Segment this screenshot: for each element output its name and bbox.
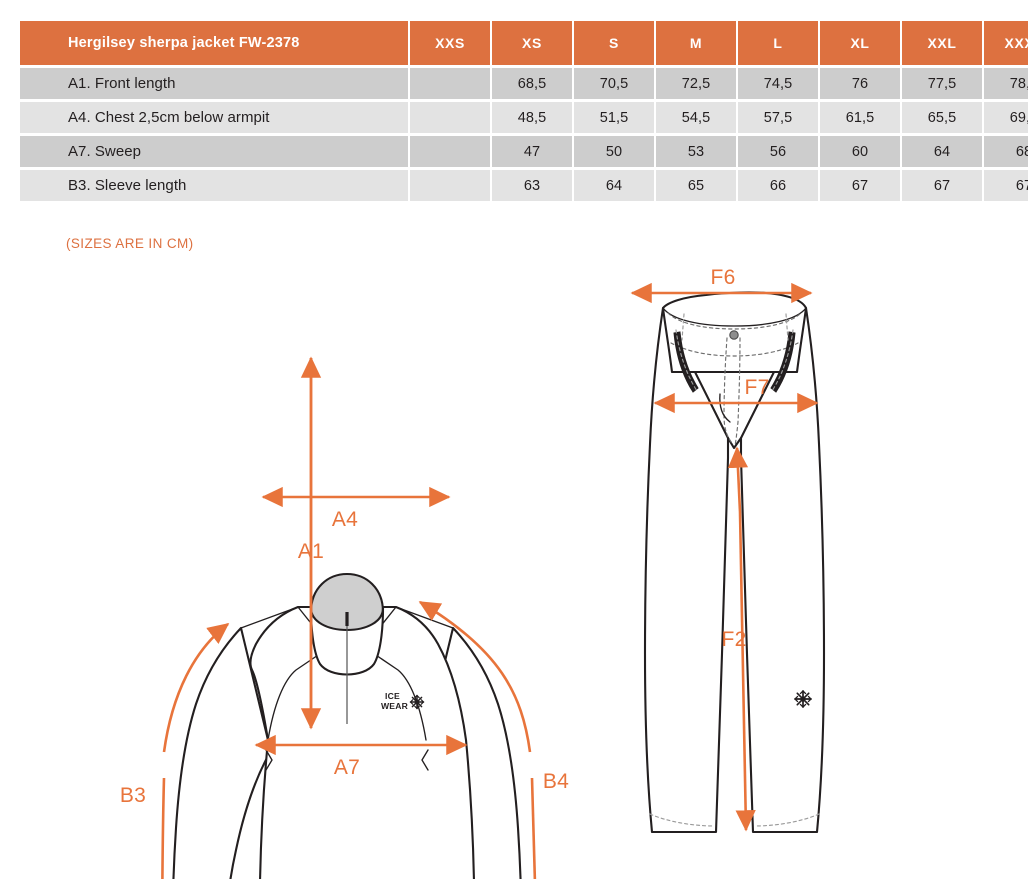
size-header-xl: XL [820, 21, 900, 65]
trousers-fly-stitch-right [734, 337, 741, 447]
measurement-cell: 74,5 [738, 68, 818, 99]
measurement-cell: 72,5 [656, 68, 736, 99]
table-body: A1. Front length 68,5 70,5 72,5 74,5 76 … [20, 68, 1028, 201]
size-header-xxxl: XXXL [984, 21, 1028, 65]
measurement-cell [410, 102, 490, 133]
measurement-cell: 67 [820, 170, 900, 201]
table-header-row: Hergilsey sherpa jacket FW-2378 XXS XS S… [20, 21, 1028, 65]
measurement-cell: 66 [738, 170, 818, 201]
measurement-cell: 54,5 [656, 102, 736, 133]
trousers-belt-loop-right [785, 313, 789, 341]
measurement-cell: 50 [574, 136, 654, 167]
size-header-l: L [738, 21, 818, 65]
measurement-cell: 68,5 [492, 68, 572, 99]
dimension-label-f6: F6 [710, 266, 735, 289]
product-title-header: Hergilsey sherpa jacket FW-2378 [20, 21, 408, 65]
measurement-cell: 67 [984, 170, 1028, 201]
measurement-label: B3. Sleeve length [20, 170, 408, 201]
dimension-arrow-f2-up [727, 446, 749, 513]
measurement-cell: 64 [574, 170, 654, 201]
trousers-left-pocket [673, 331, 699, 393]
table-row: A4. Chest 2,5cm below armpit 48,5 51,5 5… [20, 102, 1028, 133]
measurement-cell: 61,5 [820, 102, 900, 133]
size-header-xxs: XXS [410, 21, 490, 65]
trousers-left-hem-stitch [649, 813, 715, 827]
trousers-right-hem-stitch [754, 813, 820, 827]
units-note: (SIZES ARE IN CM) [66, 236, 194, 251]
measurement-cell: 48,5 [492, 102, 572, 133]
dimension-label-a4: A4 [332, 508, 358, 531]
measurement-cell [410, 136, 490, 167]
table-row: A7. Sweep 47 50 53 56 60 64 68 [20, 136, 1028, 167]
brand-text-line2: WEAR [381, 701, 409, 711]
dimension-label-a1: A1 [298, 540, 324, 563]
measurement-cell: 47 [492, 136, 572, 167]
measurement-cell [410, 170, 490, 201]
trousers-left-leg [643, 306, 730, 834]
measurement-label: A4. Chest 2,5cm below armpit [20, 102, 408, 133]
measurement-cell: 65,5 [902, 102, 982, 133]
dimension-label-b4: B4 [543, 770, 569, 793]
size-chart-table-container: Hergilsey sherpa jacket FW-2378 XXS XS S… [18, 18, 1028, 204]
dimension-arrow-f2-down [735, 511, 756, 832]
measurement-label: A1. Front length [20, 68, 408, 99]
size-header-m: M [656, 21, 736, 65]
table-row: A1. Front length 68,5 70,5 72,5 74,5 76 … [20, 68, 1028, 99]
dimension-label-b3: B3 [120, 784, 146, 807]
measurement-cell: 51,5 [574, 102, 654, 133]
dimension-label-f7: F7 [744, 376, 769, 399]
measurement-cell: 64 [902, 136, 982, 167]
dimension-label-a7: A7 [334, 756, 360, 779]
dimension-arrow-b4-upper [418, 600, 532, 753]
size-header-xs: XS [492, 21, 572, 65]
measurement-cell: 57,5 [738, 102, 818, 133]
trousers-waistband-top-stitch [667, 312, 802, 330]
trousers-waistband-bottom-stitch [670, 342, 799, 357]
dimension-arrow-b3-upper [162, 622, 230, 753]
brand-text-line1: ICE [385, 691, 400, 701]
jacket-zipper-pull [345, 612, 349, 626]
measurement-cell: 67 [902, 170, 982, 201]
trousers-waist-button [729, 330, 739, 340]
measurement-cell: 76 [820, 68, 900, 99]
measurement-cell: 68 [984, 136, 1028, 167]
dimension-arrow-b3-lower [161, 777, 166, 879]
measurement-cell: 63 [492, 170, 572, 201]
measurement-cell: 69,5 [984, 102, 1028, 133]
ice-wear-logo: ICE WEAR [381, 691, 425, 711]
garment-illustrations: ICE WEAR [0, 262, 1028, 879]
trousers-fly-curve [719, 393, 731, 423]
jacket-illustration: ICE WEAR [120, 356, 569, 879]
measurement-cell: 70,5 [574, 68, 654, 99]
measurement-cell: 60 [820, 136, 900, 167]
table-row: B3. Sleeve length 63 64 65 66 67 67 67 [20, 170, 1028, 201]
table-header: Hergilsey sherpa jacket FW-2378 XXS XS S… [20, 21, 1028, 65]
size-chart-table: Hergilsey sherpa jacket FW-2378 XXS XS S… [18, 18, 1028, 204]
trousers-waistband-top [662, 307, 807, 327]
trousers-belt-loop-left [681, 313, 685, 341]
dimension-label-f2: F2 [721, 628, 746, 651]
trousers-snowflake-icon [794, 690, 812, 708]
measurement-cell: 56 [738, 136, 818, 167]
size-header-s: S [574, 21, 654, 65]
snowflake-icon [409, 694, 425, 710]
size-header-xxl: XXL [902, 21, 982, 65]
dimension-arrow-b4-lower [530, 777, 537, 879]
measurement-label: A7. Sweep [20, 136, 408, 167]
measurement-cell [410, 68, 490, 99]
trousers-right-pocket-stitch [771, 329, 794, 392]
measurement-cell: 53 [656, 136, 736, 167]
jacket-left-sleeve [172, 626, 270, 879]
trousers-left-pocket-stitch [675, 329, 698, 392]
measurement-cell: 77,5 [902, 68, 982, 99]
trousers-right-pocket [770, 331, 796, 393]
measurement-cell: 65 [656, 170, 736, 201]
trousers-illustration: F6 F7 F2 [630, 266, 826, 834]
measurement-cell: 78,5 [984, 68, 1028, 99]
